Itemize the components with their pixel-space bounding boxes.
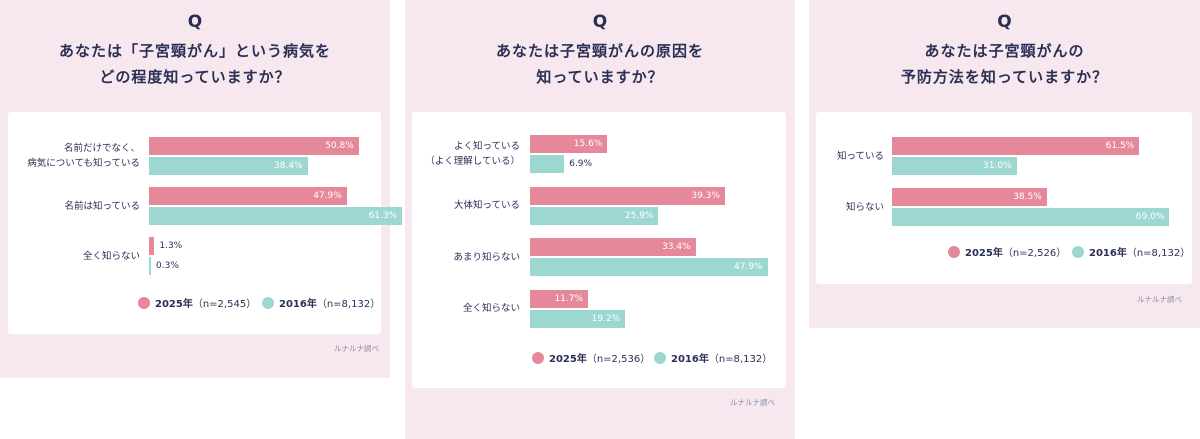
legend-n: （n=8,132）	[316, 299, 381, 310]
category-label-line: 名前は知っている	[64, 200, 140, 212]
category-label-line: 知らない	[845, 201, 884, 213]
chart-panel: Q あなたは「子宮頸がん」という病気を どの程度知っていますか？ 名前だけでなく、病気…	[0, 0, 403, 378]
category-label-line: 大体知っている	[453, 200, 520, 211]
bar-s2016	[530, 206, 659, 225]
category-label-line: よく知っている	[453, 141, 520, 152]
data-label: 38.5%	[1013, 192, 1042, 202]
data-label: 39.3%	[691, 190, 720, 201]
bar-s2025	[892, 188, 1047, 206]
category-label: 知っている	[837, 149, 884, 164]
bar-s2016	[892, 208, 1170, 226]
bar-s2025	[530, 238, 696, 256]
legend-year: 2016年	[279, 299, 317, 310]
bar-s2025	[149, 187, 347, 205]
data-label: 19.2%	[591, 313, 621, 324]
legend-dot	[138, 297, 150, 309]
category-label: 大体知っている	[454, 198, 520, 213]
bar-s2025	[892, 137, 1140, 155]
bar-s2016	[149, 157, 308, 175]
source-note: ルナルナ調べ	[334, 344, 379, 353]
legend-dot	[948, 246, 960, 258]
data-label: 61.3%	[368, 211, 398, 221]
bar-s2016	[530, 309, 626, 328]
data-label: 69.0%	[1135, 212, 1165, 222]
category-label-line: 知っている	[836, 150, 884, 162]
legend-year: 2025年	[549, 354, 587, 365]
legend-item-s2016: 2016年（n=8,132）	[654, 352, 772, 367]
bar-s2025	[149, 237, 155, 255]
category-label-line: あまり知らない	[453, 251, 520, 263]
bar-s2016	[530, 155, 565, 173]
legend-dot	[532, 352, 544, 364]
question-title-line: あなたは子宮頸がんの原因を	[495, 42, 704, 60]
bar-s2025	[530, 135, 608, 153]
bar-s2025	[530, 289, 589, 308]
question-title-line: あなたは「子宮頸がん」という病気を	[58, 42, 331, 60]
category-label: 名前だけでなく、病気についても知っている	[27, 141, 140, 171]
legend-item-s2025: 2025年（n=2,545）	[138, 297, 256, 312]
data-label: 25.9%	[624, 210, 654, 221]
category-label-line: （よく理解している）	[425, 156, 520, 167]
legend-dot	[1072, 246, 1084, 258]
legend-year: 2016年	[671, 354, 709, 365]
source-note: ルナルナ調べ	[1137, 295, 1182, 304]
chart-panel: Q あなたは子宮頸がんの原因を 知っていますか？ よく知っている （よく理解している） 1…	[405, 0, 795, 439]
question-mark: Q	[592, 12, 608, 32]
legend-item-s2016: 2016年（n=8,132）	[262, 297, 380, 312]
category-label: 全く知らない	[463, 301, 520, 316]
data-label: 6.9%	[569, 159, 593, 169]
legend-n: （n=8,132）	[1126, 248, 1191, 259]
data-label: 15.6%	[573, 139, 603, 149]
question-title-line: どの程度知っていますか？	[99, 68, 291, 86]
data-label: 33.4%	[662, 242, 691, 252]
category-label: 全く知らない	[83, 249, 140, 264]
legend-item-s2025: 2025年（n=2,526）	[948, 246, 1066, 261]
category-label: 知らない	[846, 200, 884, 215]
data-label: 0.3%	[156, 261, 179, 271]
question-mark: Q	[187, 12, 203, 32]
legend-item-s2016: 2016年（n=8,132）	[1072, 246, 1190, 261]
category-label: あまり知らない	[453, 250, 520, 265]
data-label: 50.8%	[325, 141, 354, 151]
data-label: 47.9%	[313, 191, 342, 201]
category-label-line: 全く知らない	[462, 303, 520, 314]
category-label-line: 全く知らない	[82, 250, 140, 262]
bar-s2016	[530, 258, 768, 276]
legend-year: 2025年	[155, 299, 193, 310]
data-label: 38.4%	[274, 161, 303, 171]
data-label: 61.5%	[1105, 141, 1135, 151]
legend-n: （n=2,545）	[192, 299, 257, 310]
legend-n: （n=8,132）	[708, 354, 773, 365]
bar-s2025	[530, 186, 725, 205]
legend-n: （n=2,536）	[586, 354, 651, 365]
source-note: ルナルナ調べ	[730, 398, 775, 407]
bar-s2016	[892, 157, 1017, 175]
bar-s2016	[149, 207, 403, 225]
bar-s2025	[149, 137, 359, 155]
legend-year: 2016年	[1089, 248, 1127, 259]
legend-dot	[262, 297, 274, 309]
category-label: 名前は知っている	[64, 199, 140, 214]
question-title-line: 予防方法を知っていますか？	[900, 68, 1109, 86]
category-label-line: 病気についても知っている	[27, 158, 140, 169]
question-mark: Q	[997, 12, 1012, 32]
data-label: 31.0%	[983, 161, 1012, 171]
data-label: 1.3%	[159, 241, 183, 251]
bar-s2016	[149, 257, 151, 275]
legend-dot	[654, 352, 666, 364]
data-label: 47.9%	[734, 262, 763, 272]
legend-year: 2025年	[965, 248, 1003, 259]
question-title-line: あなたは子宮頸がんの	[924, 42, 1085, 60]
category-label-line: 名前だけでなく、	[63, 143, 140, 154]
legend-item-s2025: 2025年（n=2,536）	[532, 352, 650, 367]
category-label: よく知っている （よく理解している）	[425, 139, 520, 169]
chart-panel: Q あなたは子宮頸がんの予防方法を知っていますか？ 知っている 61.5% 31.0% 知…	[809, 0, 1200, 328]
question-title-line: 知っていますか？	[536, 68, 664, 86]
legend-n: （n=2,526）	[1002, 248, 1067, 259]
data-label: 11.7%	[554, 293, 584, 304]
